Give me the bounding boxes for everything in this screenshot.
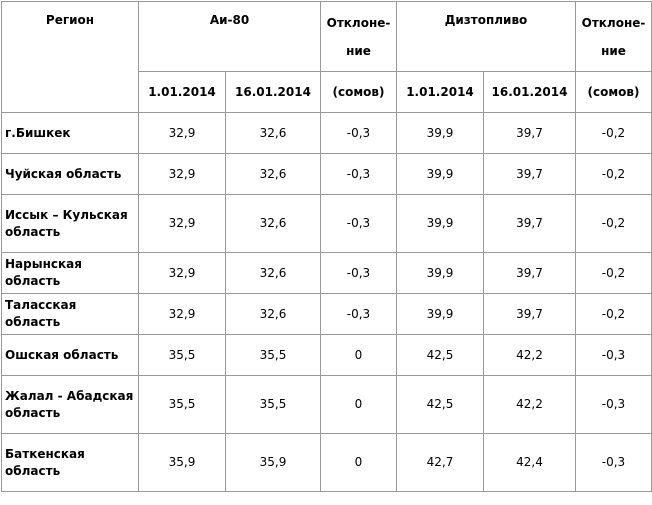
diesel-jan1-cell: 42,7 — [396, 433, 484, 492]
diesel-deviation-header: Отклоне- ние — [575, 1, 652, 72]
ai80-jan16-cell: 32,6 — [225, 153, 321, 195]
ai80-jan16-cell: 32,6 — [225, 293, 321, 335]
ai80-deviation-cell: 0 — [320, 334, 397, 376]
diesel-jan16-cell: 39,7 — [483, 252, 576, 294]
diesel-deviation-line1: Отклоне- — [581, 15, 646, 30]
ai80-date1-header: 1.01.2014 — [138, 71, 226, 113]
diesel-jan1-cell: 39,9 — [396, 153, 484, 195]
ai80-header: Аи-80 — [138, 1, 321, 72]
diesel-deviation-cell: -0,2 — [575, 153, 652, 195]
region-cell: Чуйская область — [1, 153, 139, 195]
fuel-price-table: Регион Аи-80 Отклоне- ние Дизтопливо Отк… — [1, 1, 652, 492]
diesel-deviation-cell: -0,2 — [575, 252, 652, 294]
region-cell: Иссык – Кульская область — [1, 194, 139, 253]
ai80-deviation-cell: -0,3 — [320, 293, 397, 335]
ai80-jan1-cell: 32,9 — [138, 194, 226, 253]
diesel-jan1-cell: 39,9 — [396, 252, 484, 294]
region-cell: Ошская область — [1, 334, 139, 376]
diesel-date1-header: 1.01.2014 — [396, 71, 484, 113]
table-row: Ошская область 35,5 35,5 0 42,5 42,2 -0,… — [1, 334, 652, 376]
table-row: Жалал - Абадская область 35,5 35,5 0 42,… — [1, 375, 652, 434]
diesel-header: Дизтопливо — [396, 1, 576, 72]
table-row: г.Бишкек 32,9 32,6 -0,3 39,9 39,7 -0,2 — [1, 112, 652, 154]
ai80-jan1-cell: 35,9 — [138, 433, 226, 492]
region-cell: г.Бишкек — [1, 112, 139, 154]
diesel-jan16-cell: 39,7 — [483, 194, 576, 253]
diesel-jan16-cell: 39,7 — [483, 293, 576, 335]
ai80-jan1-cell: 32,9 — [138, 153, 226, 195]
diesel-unit-header: (сомов) — [575, 71, 652, 113]
diesel-deviation-line2: ние — [601, 43, 626, 58]
ai80-jan16-cell: 32,6 — [225, 194, 321, 253]
ai80-deviation-line2: ние — [346, 43, 371, 58]
ai80-jan16-cell: 35,5 — [225, 334, 321, 376]
diesel-jan16-cell: 42,4 — [483, 433, 576, 492]
diesel-deviation-cell: -0,2 — [575, 112, 652, 154]
diesel-jan1-cell: 42,5 — [396, 375, 484, 434]
ai80-jan16-cell: 35,5 — [225, 375, 321, 434]
diesel-jan1-cell: 39,9 — [396, 293, 484, 335]
ai80-unit-header: (сомов) — [320, 71, 397, 113]
ai80-deviation-cell: 0 — [320, 375, 397, 434]
ai80-jan16-cell: 32,6 — [225, 112, 321, 154]
diesel-date2-header: 16.01.2014 — [483, 71, 576, 113]
table-row: Иссык – Кульская область 32,9 32,6 -0,3 … — [1, 194, 652, 253]
diesel-jan1-cell: 42,5 — [396, 334, 484, 376]
ai80-jan16-cell: 35,9 — [225, 433, 321, 492]
table-header-row: Регион Аи-80 Отклоне- ние Дизтопливо Отк… — [1, 1, 652, 113]
diesel-jan16-cell: 42,2 — [483, 375, 576, 434]
table-subheader-row: 1.01.2014 16.01.2014 (сомов) 1.01.2014 1… — [2, 71, 652, 113]
ai80-jan16-cell: 32,6 — [225, 252, 321, 294]
region-cell: Баткенская область — [1, 433, 139, 492]
ai80-jan1-cell: 35,5 — [138, 375, 226, 434]
diesel-deviation-cell: -0,2 — [575, 293, 652, 335]
table-row: Нарынская область 32,9 32,6 -0,3 39,9 39… — [1, 252, 652, 294]
diesel-jan1-cell: 39,9 — [396, 112, 484, 154]
region-cell: Таласская область — [1, 293, 139, 335]
ai80-date2-header: 16.01.2014 — [225, 71, 321, 113]
region-cell: Нарынская область — [1, 252, 139, 294]
diesel-jan1-cell: 39,9 — [396, 194, 484, 253]
diesel-deviation-cell: -0,3 — [575, 375, 652, 434]
diesel-jan16-cell: 42,2 — [483, 334, 576, 376]
diesel-deviation-cell: -0,3 — [575, 433, 652, 492]
diesel-deviation-cell: -0,2 — [575, 194, 652, 253]
table-row: Чуйская область 32,9 32,6 -0,3 39,9 39,7… — [1, 153, 652, 195]
diesel-jan16-cell: 39,7 — [483, 112, 576, 154]
table-row: Таласская область 32,9 32,6 -0,3 39,9 39… — [1, 293, 652, 335]
diesel-jan16-cell: 39,7 — [483, 153, 576, 195]
ai80-jan1-cell: 35,5 — [138, 334, 226, 376]
region-cell: Жалал - Абадская область — [1, 375, 139, 434]
ai80-deviation-cell: 0 — [320, 433, 397, 492]
ai80-deviation-header: Отклоне- ние — [320, 1, 397, 72]
ai80-jan1-cell: 32,9 — [138, 293, 226, 335]
ai80-jan1-cell: 32,9 — [138, 112, 226, 154]
ai80-jan1-cell: 32,9 — [138, 252, 226, 294]
diesel-deviation-cell: -0,3 — [575, 334, 652, 376]
ai80-deviation-cell: -0,3 — [320, 112, 397, 154]
ai80-deviation-cell: -0,3 — [320, 194, 397, 253]
ai80-deviation-cell: -0,3 — [320, 153, 397, 195]
table-row: Баткенская область 35,9 35,9 0 42,7 42,4… — [1, 433, 652, 492]
ai80-deviation-line1: Отклоне- — [326, 15, 391, 30]
ai80-deviation-cell: -0,3 — [320, 252, 397, 294]
region-header: Регион — [1, 1, 139, 113]
